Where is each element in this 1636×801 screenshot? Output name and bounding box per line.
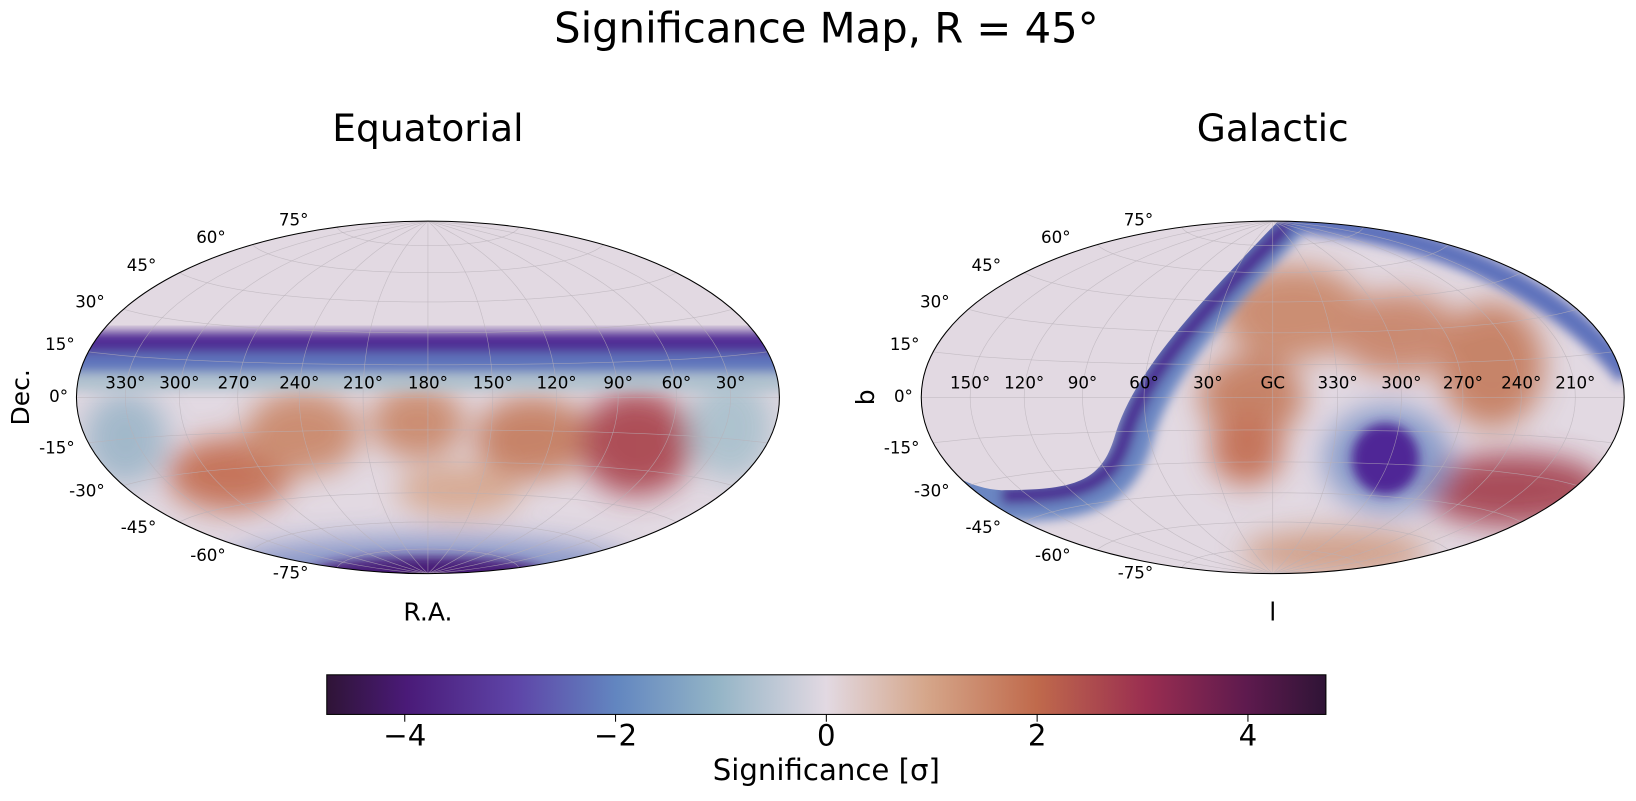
lat-tick-label: 45° bbox=[127, 256, 157, 275]
y-axis-label: b bbox=[851, 389, 880, 405]
lon-tick-label: 300° bbox=[159, 373, 199, 392]
lat-tick-label: 60° bbox=[196, 228, 226, 247]
parallel bbox=[933, 351, 1613, 366]
lat-tick-label: -60° bbox=[190, 546, 226, 565]
lon-tick-label: 330° bbox=[1318, 373, 1358, 392]
colorbar-tick-label: 0 bbox=[817, 718, 836, 752]
lon-tick-label: 60° bbox=[1129, 373, 1159, 392]
lon-tick-label: 270° bbox=[1443, 373, 1483, 392]
lon-tick-label: 270° bbox=[218, 373, 258, 392]
lat-tick-label: 0° bbox=[894, 387, 913, 406]
parallel bbox=[336, 548, 520, 568]
galactic-map: 150° 120° 90° 60° 30° GC 330° 300° 270° 240° 210° -… bbox=[851, 106, 1625, 626]
lon-tick-label: 210° bbox=[343, 373, 383, 392]
lat-tick-label: -45° bbox=[121, 518, 157, 537]
colorbar-tick-label: 4 bbox=[1239, 718, 1258, 752]
parallel bbox=[88, 351, 768, 366]
lat-tick-label: 30° bbox=[75, 292, 105, 311]
parallel bbox=[1096, 521, 1449, 551]
lon-tick-label: 300° bbox=[1381, 373, 1421, 392]
lon-tick-label: 240° bbox=[279, 373, 319, 392]
lat-tick-label: 15° bbox=[890, 335, 920, 354]
colorbar-gradient bbox=[326, 674, 1327, 715]
map-title: Galactic bbox=[1197, 106, 1349, 150]
colorbar-tick-label: −2 bbox=[594, 718, 637, 752]
lon-tick-label: 30° bbox=[1193, 373, 1223, 392]
parallel bbox=[179, 272, 677, 303]
lon-tick-label: 180° bbox=[408, 373, 448, 392]
parallel bbox=[968, 461, 1578, 486]
parallel bbox=[251, 521, 604, 551]
lat-tick-label: -60° bbox=[1035, 546, 1071, 565]
lat-tick-label: 75° bbox=[279, 210, 309, 229]
lat-tick-label: -75° bbox=[1118, 563, 1154, 582]
parallel bbox=[1181, 226, 1364, 246]
map-border bbox=[920, 220, 1625, 575]
colorbar-tick-label: 2 bbox=[1028, 718, 1047, 752]
parallel bbox=[123, 308, 733, 334]
parallel bbox=[88, 429, 768, 444]
lon-tick-label: 60° bbox=[662, 373, 692, 392]
parallel bbox=[1096, 244, 1449, 274]
parallel bbox=[968, 308, 1578, 334]
lon-tick-label: 30° bbox=[716, 373, 746, 392]
figure-title: Significance Map, R = 45° bbox=[554, 3, 1098, 52]
lat-tick-label: -15° bbox=[39, 439, 75, 458]
parallel bbox=[1024, 492, 1522, 523]
lat-tick-label: 60° bbox=[1041, 228, 1071, 247]
colorbar-label: Significance [σ] bbox=[713, 753, 940, 787]
lat-tick-label: 45° bbox=[972, 256, 1002, 275]
lon-tick-label: GC bbox=[1260, 373, 1285, 392]
lon-tick-label: 120° bbox=[536, 373, 576, 392]
parallel bbox=[251, 244, 604, 274]
colorbar: Significance [σ] −4 −2 0 2 4 bbox=[326, 674, 1327, 787]
parallel bbox=[1181, 548, 1364, 568]
lon-tick-label: 150° bbox=[950, 373, 990, 392]
lat-tick-label: -15° bbox=[884, 439, 920, 458]
lat-tick-label: 15° bbox=[45, 335, 75, 354]
equatorial-map: 330° 300° 270° 240° 210° 180° 150° 120° 90° 60° 30… bbox=[6, 106, 780, 626]
x-axis-label: R.A. bbox=[403, 597, 452, 626]
lat-tick-label: 0° bbox=[49, 387, 68, 406]
lon-tick-label: 150° bbox=[473, 373, 513, 392]
lat-tick-label: -30° bbox=[914, 481, 950, 500]
parallel bbox=[123, 461, 733, 486]
colorbar-tick-label: −4 bbox=[383, 718, 426, 752]
lat-tick-label: -75° bbox=[273, 563, 309, 582]
lon-tick-label: 210° bbox=[1555, 373, 1595, 392]
lon-tick-label: 330° bbox=[105, 373, 145, 392]
map-border bbox=[75, 220, 780, 575]
lat-tick-label: 75° bbox=[1124, 210, 1154, 229]
lon-tick-label: 90° bbox=[603, 373, 633, 392]
y-axis-label: Dec. bbox=[6, 369, 35, 425]
lat-tick-label: -45° bbox=[966, 518, 1002, 537]
map-title: Equatorial bbox=[332, 106, 523, 150]
lat-tick-label: 30° bbox=[920, 292, 950, 311]
x-axis-label: l bbox=[1269, 597, 1276, 626]
parallel bbox=[336, 226, 520, 246]
parallel bbox=[933, 429, 1613, 444]
lon-tick-label: 240° bbox=[1501, 373, 1541, 392]
parallel bbox=[179, 492, 677, 523]
lat-tick-label: -30° bbox=[69, 481, 105, 500]
lon-tick-label: 90° bbox=[1068, 373, 1098, 392]
lon-tick-label: 120° bbox=[1004, 373, 1044, 392]
parallel bbox=[1024, 272, 1522, 303]
